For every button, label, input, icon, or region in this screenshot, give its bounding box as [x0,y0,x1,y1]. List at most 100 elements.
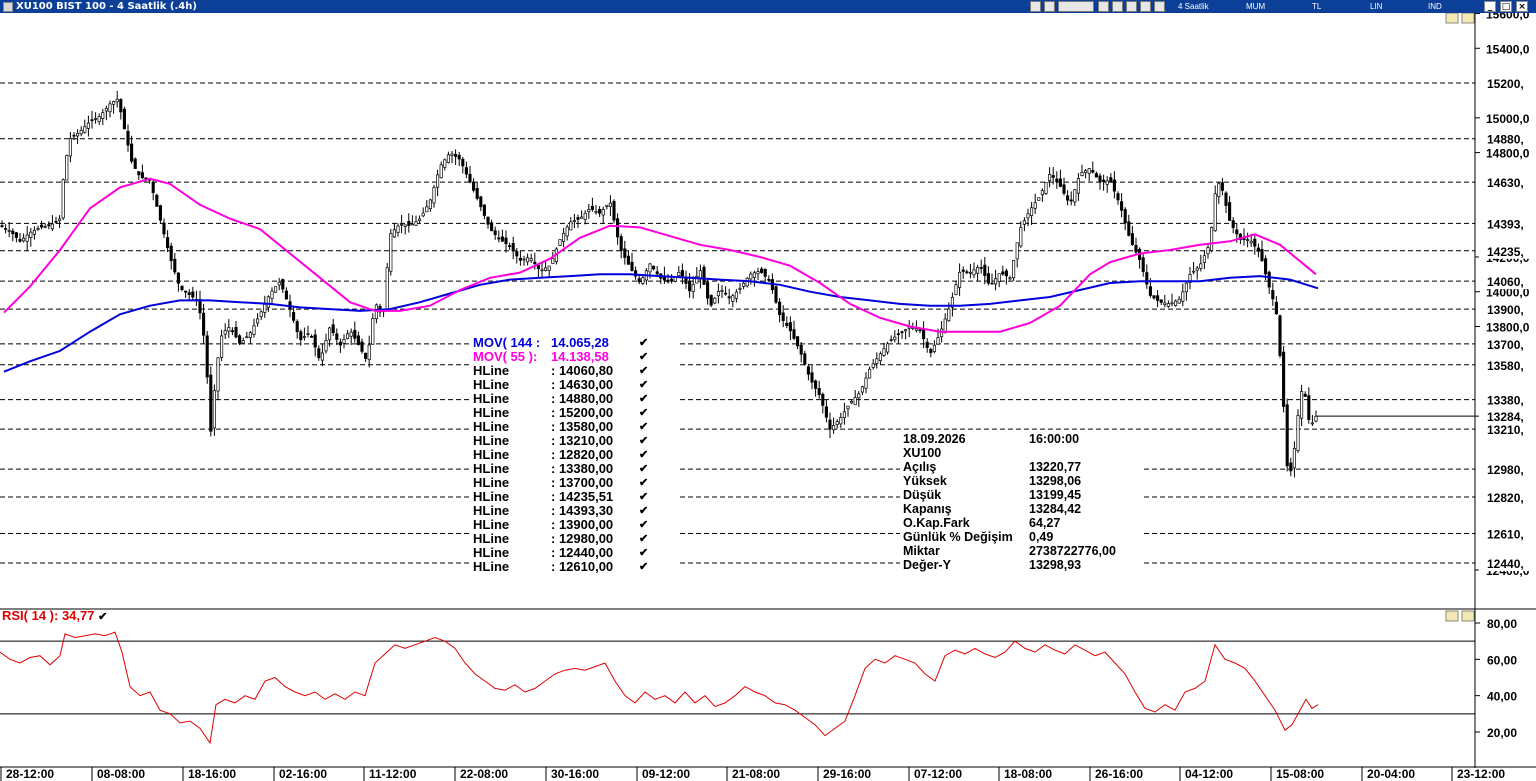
check-icon: ✔ [639,435,649,447]
legend-bg [470,335,680,580]
legend-name: HLine [473,363,510,378]
toolbar-export-icon[interactable] [1154,1,1165,12]
candle-body [1314,415,1318,422]
legend-value: : 14630,00 [551,377,614,392]
candle-body [1141,257,1145,272]
legend-row[interactable]: HLine: 13700,00 ✔ [473,476,649,490]
legend-value: : 14880,00 [551,391,614,406]
scale-option[interactable]: LIN [1370,2,1383,11]
check-icon: ✔ [639,421,649,433]
candle-body [1015,242,1019,260]
candle-body [1289,462,1293,472]
candle-body [1030,207,1034,216]
currency-option[interactable]: TL [1312,2,1322,11]
candle-body [979,267,983,269]
rsi-legend: RSI( 14 ): 34,77 ✔ [2,609,107,624]
candle-body [828,419,832,430]
legend-row[interactable]: HLine: 13900,00 ✔ [473,518,649,532]
toolbar-settings-icon[interactable] [1140,1,1151,12]
candle-body [943,318,947,333]
check-icon: ✔ [639,393,649,405]
check-icon: ✔ [639,547,649,559]
candle-body [1192,270,1196,273]
legend-row[interactable]: MOV( 144 : 14.065,28 ✔ [473,336,649,350]
toolbar-grid-icon[interactable] [1098,1,1109,12]
legend-row[interactable]: HLine: 13210,00 ✔ [473,434,649,448]
candle-body [364,352,368,359]
legend-row[interactable]: HLine: 12820,00 ✔ [473,448,649,462]
legend-name: HLine [473,433,510,448]
info-value: 13199,45 [1029,488,1082,502]
candle-body [666,279,670,283]
candle-body [410,223,414,226]
legend-row[interactable]: HLine: 14880,00 ✔ [473,392,649,406]
candle-body [1224,192,1228,206]
candle-body [371,318,375,345]
candle-body [274,286,278,293]
candle-body [256,318,260,324]
legend-row[interactable]: MOV( 55 ): 14.138,58 ✔ [473,350,649,364]
toolbar-pen-icon[interactable] [1126,1,1137,12]
candle-body [1076,178,1080,194]
legend-row[interactable]: HLine: 13380,00 ✔ [473,462,649,476]
legend-row[interactable]: HLine: 15200,00 ✔ [473,406,649,420]
legend-row[interactable]: HLine: 14060,80 ✔ [473,364,649,378]
toolbar-crosshair-icon[interactable] [1030,1,1041,12]
info-key: XU100 [903,446,942,460]
hline-label-bg [1479,215,1536,232]
time-tick-label: 29-16:00 [823,767,871,781]
candle-body [349,331,353,337]
candle-body [605,204,609,207]
chart-type-option[interactable]: MUM [1246,2,1266,11]
candle-body [1019,227,1023,247]
candle-body [850,401,854,404]
candle-body [940,328,944,338]
legend-row[interactable]: HLine: 14235,51 ✔ [473,490,649,504]
candle-body [1177,298,1181,304]
info-row: Kapanış 13284,42 [903,502,1116,516]
toolbar-zoom-icon[interactable] [1044,1,1055,12]
candle-body [54,220,58,223]
info-key: Açılış [903,460,937,474]
close-button[interactable]: × [1516,1,1528,12]
candle-body [1033,202,1037,209]
candle-body [486,216,490,225]
legend-row[interactable]: HLine: 13580,00 ✔ [473,420,649,434]
candle-body [562,232,566,242]
window-titlebar: XU100 BIST 100 - 4 Saatlik (.4h) 4 Saatl… [0,0,1536,13]
candle-body [551,257,555,264]
toolbar-period-selector[interactable] [1058,1,1094,12]
hline-label: 14630, [1487,176,1524,190]
candle-body [101,112,105,119]
indicator-option[interactable]: IND [1428,2,1442,11]
check-icon: ✔ [639,337,649,349]
hline-label-bg [1479,555,1536,572]
check-icon: ✔ [639,407,649,419]
legend-row[interactable]: HLine: 14393,30 ✔ [473,504,649,518]
toolbar-draw-icon[interactable] [1112,1,1123,12]
hline-label: 12820, [1487,491,1524,505]
candle-body [958,271,962,288]
candle-body [1112,179,1116,192]
minimize-button[interactable]: _ [1484,1,1496,12]
candles [0,90,1318,478]
candle-body [238,335,242,344]
candle-body [677,271,681,277]
legend-row[interactable]: HLine: 14630,00 ✔ [473,378,649,392]
maximize-button[interactable]: □ [1500,1,1512,12]
candle-body [731,295,735,302]
chart-canvas[interactable]: 15600,015400,015000,014800,014200,014000… [0,13,1536,781]
legend-row[interactable]: HLine: 12440,00 ✔ [473,546,649,560]
candle-body [983,264,987,277]
candle-body [284,290,288,300]
time-tick-label: 21-08:00 [732,767,780,781]
period-option[interactable]: 4 Saatlik [1178,2,1209,11]
legend-row[interactable]: HLine: 12980,00 ✔ [473,532,649,546]
time-tick-label: 04-12:00 [1185,767,1233,781]
candle-body [1166,303,1170,307]
legend-value: : 12610,00 [551,559,614,574]
legend-row[interactable]: HLine: 12610,00 ✔ [473,560,649,574]
candle-body [205,335,209,378]
candle-body [1303,393,1307,397]
info-key: 18.09.2026 [903,432,966,446]
